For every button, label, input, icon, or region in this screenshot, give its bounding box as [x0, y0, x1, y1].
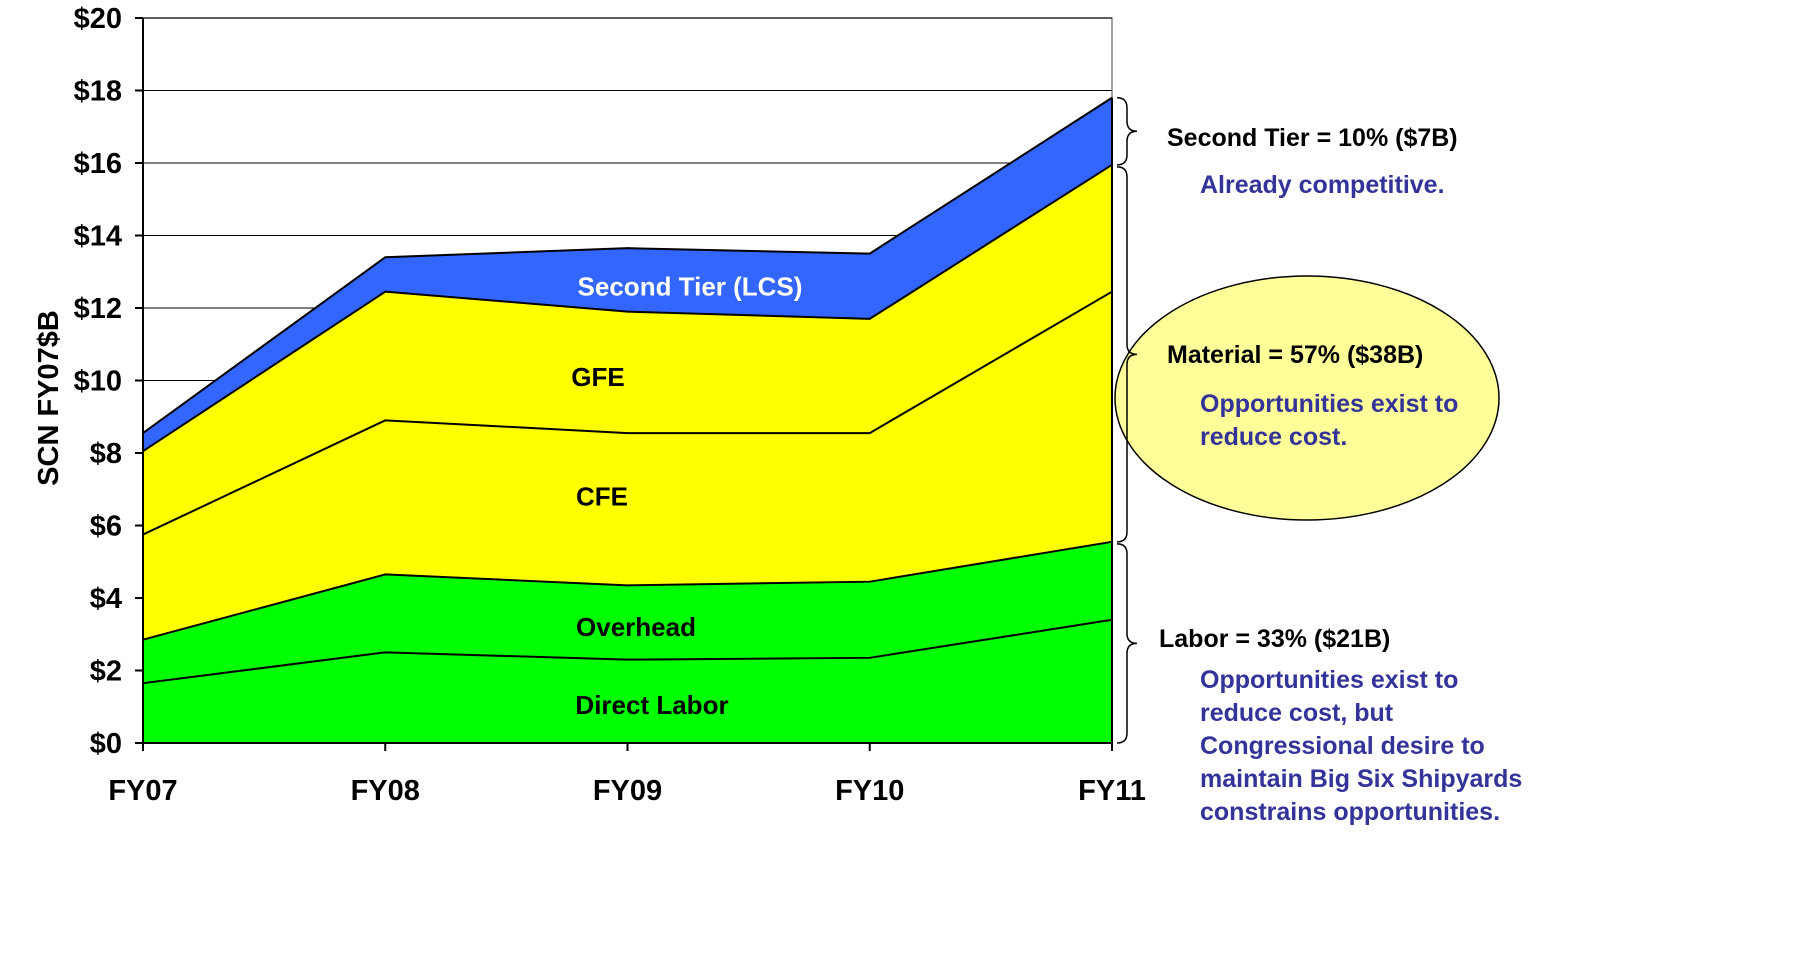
y-tick-label: $16 [74, 148, 122, 180]
second-tier-annotation-heading: Second Tier = 10% ($7B) [1167, 124, 1458, 152]
labor-brace [1116, 543, 1138, 744]
x-tick-label: FY11 [1078, 775, 1146, 807]
area-series [142, 96, 1113, 743]
x-tick-label: FY09 [593, 775, 662, 807]
second-tier-brace [1116, 97, 1138, 166]
material-annotation-note: Opportunities exist to [1200, 390, 1458, 418]
y-tick-label: $4 [90, 583, 122, 615]
labor-annotation-note: reduce cost, but [1200, 699, 1394, 727]
series-label: GFE [571, 362, 624, 392]
series-boundary-line [142, 96, 1113, 434]
series-area-overhead [143, 541, 1112, 684]
series-boundary-line [142, 290, 1113, 536]
series-boundary-line [142, 540, 1113, 641]
series-area-gfe [143, 164, 1112, 535]
labor-annotation-note: constrains opportunities. [1200, 798, 1500, 826]
area-labels: Direct Labor Overhead CFE GFE Second Tier (L… [571, 271, 802, 720]
series-area-cfe [143, 291, 1112, 640]
y-tick-label: $20 [74, 3, 122, 35]
y-tick-label: $12 [74, 293, 122, 325]
material-brace [1116, 166, 1138, 543]
y-tick-label: $18 [74, 76, 122, 108]
y-axis-label: SCN FY07$B [33, 310, 65, 486]
labor-annotation-note: Opportunities exist to [1200, 666, 1458, 694]
labor-annotation-note: maintain Big Six Shipyards [1200, 765, 1522, 793]
axes: $0 $2 $4 $6 $8 $10 $12 $14 $16 $18 $20 FY07 FY08 FY09… [74, 3, 1146, 807]
y-tick-label: $14 [74, 221, 122, 253]
y-tick-label: $8 [90, 438, 122, 470]
labor-annotation-heading: Labor = 33% ($21B) [1159, 625, 1390, 653]
labor-annotation-note: Congressional desire to [1200, 732, 1485, 760]
x-tick-label: FY10 [835, 775, 904, 807]
y-tick-label: $0 [90, 728, 122, 760]
y-tick-label: $6 [90, 511, 122, 543]
series-boundary-line [142, 163, 1113, 453]
second-tier-annotation-note: Already competitive. [1200, 171, 1445, 199]
x-tick-label: FY07 [108, 775, 177, 807]
series-label: Direct Labor [575, 690, 728, 720]
material-annotation-note: reduce cost. [1200, 423, 1347, 451]
annotations: Second Tier = 10% ($7B) Already competiti… [1114, 97, 1522, 826]
series-label: Second Tier (LCS) [578, 271, 803, 301]
x-tick-label: FY08 [351, 775, 420, 807]
y-tick-label: $10 [74, 366, 122, 398]
material-annotation-heading: Material = 57% ($38B) [1167, 341, 1423, 369]
series-label: CFE [576, 482, 628, 512]
series-area-direct-labor [143, 619, 1112, 743]
material-highlight-ellipse [1114, 275, 1500, 521]
series-boundary-line [142, 618, 1113, 685]
series-label: Overhead [576, 612, 696, 642]
series-area-second-tier-lcs [143, 97, 1112, 452]
y-tick-label: $2 [90, 656, 122, 688]
